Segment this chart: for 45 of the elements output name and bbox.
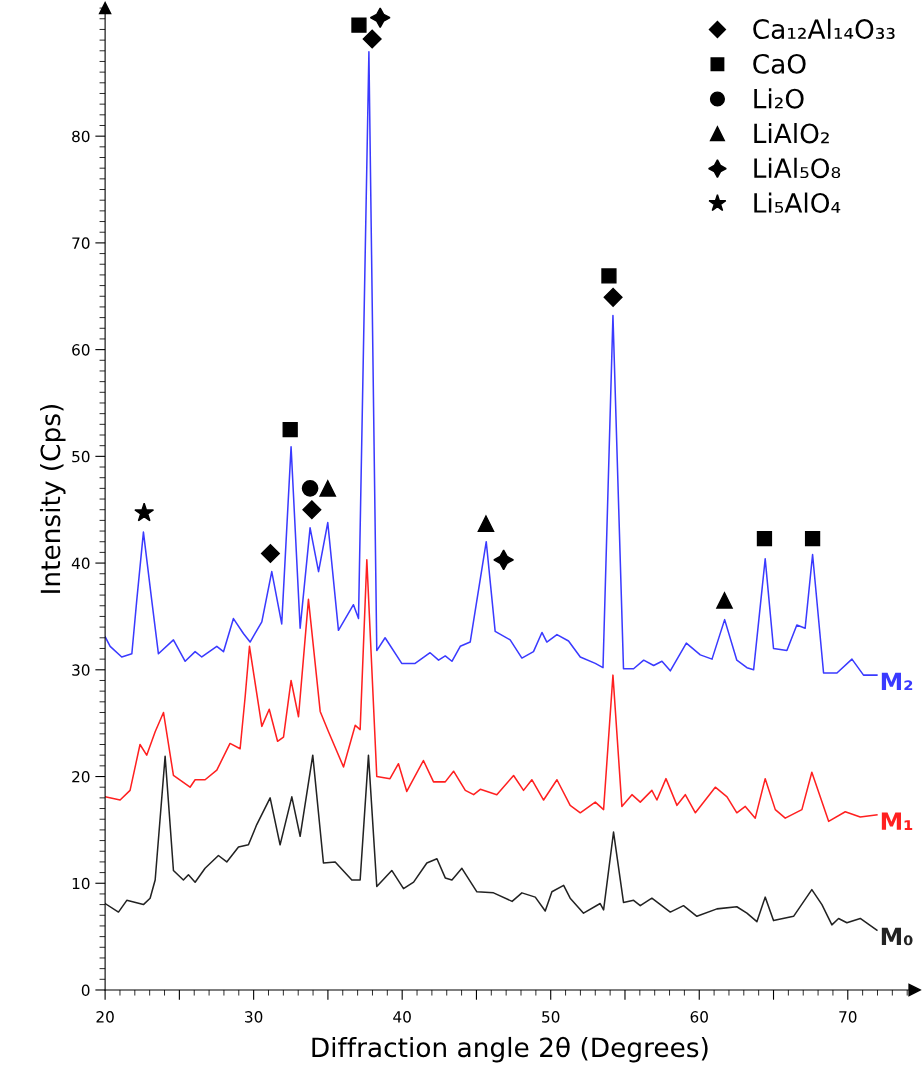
point [804, 530, 821, 547]
y-tick-label: 70 [72, 237, 90, 249]
y-tick-label: 0 [81, 984, 90, 996]
point [716, 592, 733, 609]
legend-label: Li₂O [754, 88, 804, 109]
x-tick-label: 70 [839, 1011, 857, 1023]
x-axis-title: Diffraction angle 2θ (Degrees) [312, 1036, 708, 1063]
point [362, 29, 382, 49]
x-tick-label: 20 [96, 1011, 114, 1023]
legend-label: LiAlO₂ [754, 122, 829, 144]
x-tick-label: 50 [542, 1011, 560, 1023]
y-tick-label: 80 [72, 130, 90, 143]
point [302, 500, 322, 520]
x-tick-label: 30 [245, 1011, 263, 1023]
point [351, 17, 367, 33]
series-label: M₀ [881, 927, 913, 946]
point [603, 287, 623, 307]
point [260, 543, 280, 564]
y-tick-label: 40 [71, 557, 90, 570]
line-series [105, 754, 878, 931]
y-tick-label: 60 [72, 344, 90, 356]
line-series [105, 559, 878, 823]
line-series [105, 51, 878, 676]
x-tick-label: 40 [393, 1011, 411, 1023]
y-tick-label: 30 [72, 664, 90, 676]
x-tick-label: 60 [690, 1011, 708, 1023]
point [601, 268, 617, 284]
point [756, 530, 773, 547]
legend-label: LiAl₅O₈ [754, 157, 841, 179]
point [477, 515, 495, 532]
point [301, 480, 319, 497]
legend-label: Li₅AlO₄ [754, 192, 841, 213]
legend-label: Ca₁₂Al₁₄O₃₃ [753, 18, 895, 40]
point [369, 7, 391, 29]
series-label: M₂ [881, 672, 913, 691]
point [319, 480, 337, 497]
y-tick-label: 10 [72, 877, 90, 890]
point [282, 422, 298, 438]
y-tick-label: 20 [72, 770, 90, 783]
y-tick-label: 50 [72, 450, 90, 463]
point [493, 549, 515, 571]
y-axis-title: Intensity (Cps) [39, 404, 66, 593]
series-label: M₁ [881, 812, 913, 830]
point [134, 502, 155, 522]
legend-label: CaO [753, 53, 806, 74]
